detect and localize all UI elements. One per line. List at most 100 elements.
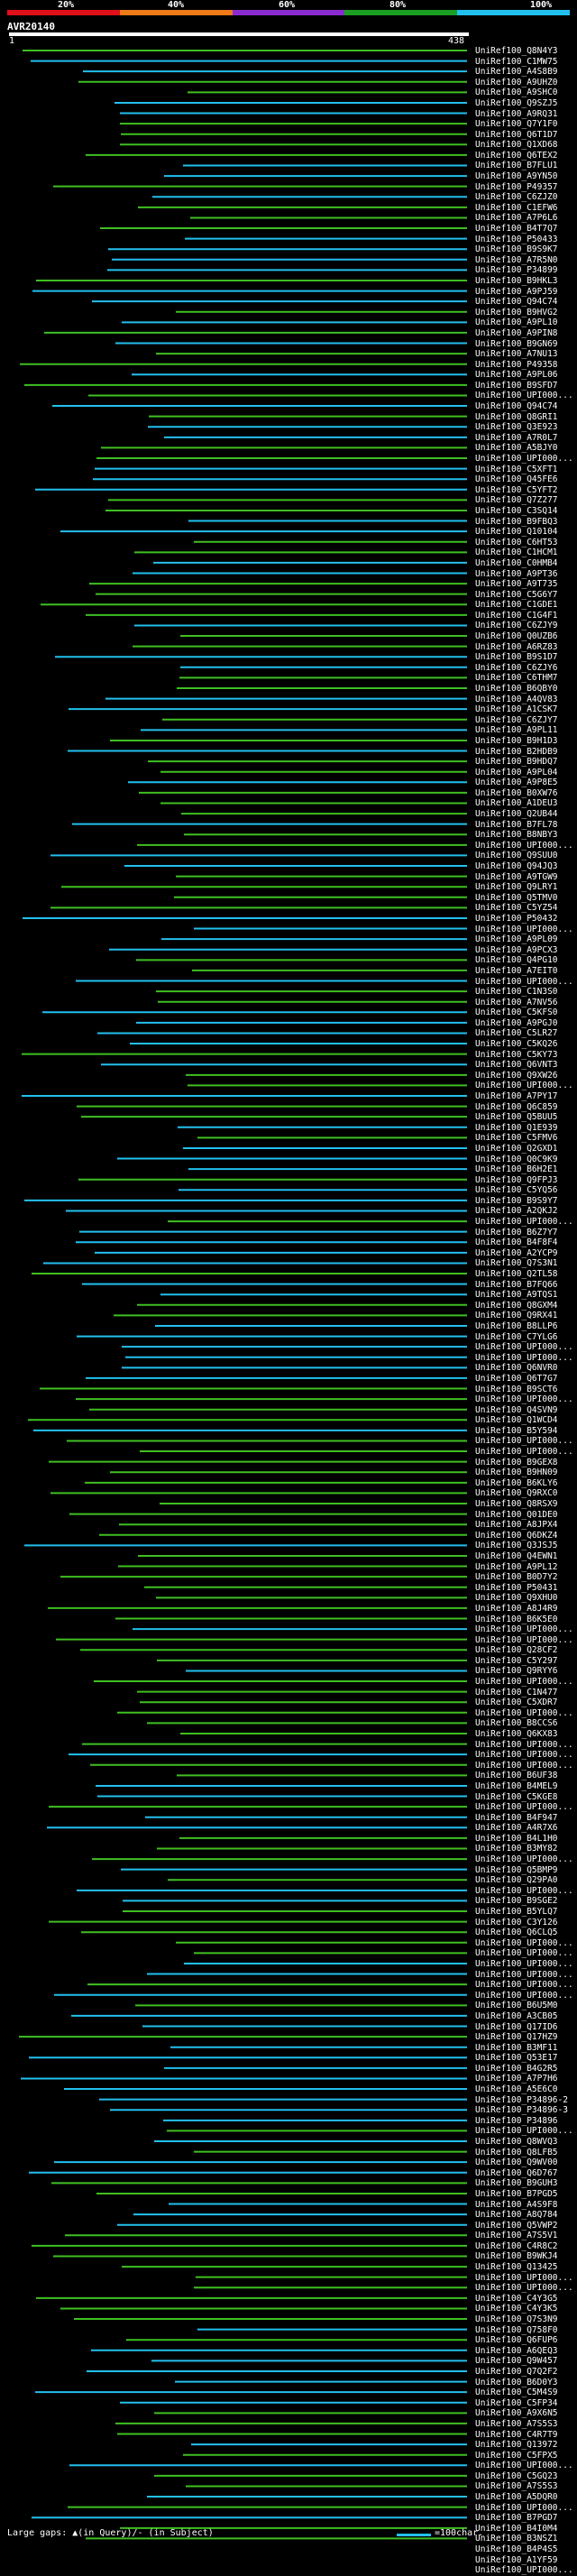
hit-label[interactable]: UniRef100_B7FLU1 xyxy=(475,161,558,171)
hit-label[interactable]: UniRef100_B7PGD5 xyxy=(475,2188,558,2199)
hit-label[interactable]: UniRef100_Q7Y1F0 xyxy=(475,119,558,130)
hit-label[interactable]: UniRef100_Q6KX83 xyxy=(475,1728,558,1739)
hit-label[interactable]: UniRef100_A2YCP9 xyxy=(475,1247,558,1258)
hit-label[interactable]: UniRef100_A4R7X6 xyxy=(475,1823,558,1834)
hit-label[interactable]: UniRef100_C5M4S9 xyxy=(475,2387,558,2398)
hit-label[interactable]: UniRef100_B9S1D7 xyxy=(475,652,558,663)
hit-label[interactable]: UniRef100_B6H2E1 xyxy=(475,1164,558,1175)
hit-label[interactable]: UniRef100_B4MEL9 xyxy=(475,1780,558,1791)
hit-label[interactable]: UniRef100_C1G4F1 xyxy=(475,610,558,621)
hit-label[interactable]: UniRef100_C4Y3G5 xyxy=(475,2293,558,2304)
hit-label[interactable]: UniRef100_Q8RSX9 xyxy=(475,1499,558,1509)
hit-label[interactable]: UniRef100_C6HT53 xyxy=(475,537,558,547)
hit-label[interactable]: UniRef100_Q9XW26 xyxy=(475,1070,558,1081)
hit-label[interactable]: UniRef100_B9WKJ4 xyxy=(475,2251,558,2262)
hit-label[interactable]: UniRef100_B9HKL3 xyxy=(475,275,558,286)
hit-label[interactable]: UniRef100_A9TQS1 xyxy=(475,1290,558,1301)
hit-label[interactable]: UniRef100_Q94JQ3 xyxy=(475,861,558,872)
hit-label[interactable]: UniRef100_Q6TEX2 xyxy=(475,150,558,161)
hit-label[interactable]: UniRef100_Q6CLQ5 xyxy=(475,1927,558,1938)
hit-label[interactable]: UniRef100_UPI000... xyxy=(475,1854,573,1865)
hit-label[interactable]: UniRef100_UPI000... xyxy=(475,1750,573,1761)
hit-label[interactable]: UniRef100_C7YLG6 xyxy=(475,1331,558,1342)
hit-label[interactable]: UniRef100_A5BJY0 xyxy=(475,443,558,454)
hit-label[interactable]: UniRef100_UPI000... xyxy=(475,1217,573,1228)
hit-label[interactable]: UniRef100_Q6NVR0 xyxy=(475,1363,558,1374)
hit-label[interactable]: UniRef100_B3MY82 xyxy=(475,1844,558,1854)
hit-label[interactable]: UniRef100_Q9WV00 xyxy=(475,2157,558,2168)
hit-label[interactable]: UniRef100_Q1E939 xyxy=(475,1122,558,1133)
hit-label[interactable]: UniRef100_C5GQ23 xyxy=(475,2470,558,2481)
hit-label[interactable]: UniRef100_A9PL06 xyxy=(475,370,558,381)
hit-label[interactable]: UniRef100_B7FQ66 xyxy=(475,1279,558,1290)
hit-label[interactable]: UniRef100_P34896 xyxy=(475,2115,558,2126)
hit-label[interactable]: UniRef100_C3SQ14 xyxy=(475,505,558,516)
hit-label[interactable]: UniRef100_C5FMV6 xyxy=(475,1133,558,1144)
hit-label[interactable]: UniRef100_A9TGW9 xyxy=(475,871,558,882)
hit-label[interactable]: UniRef100_A9PJ59 xyxy=(475,286,558,297)
hit-label[interactable]: UniRef100_C6ZJY6 xyxy=(475,662,558,673)
hit-label[interactable]: UniRef100_Q4EWN1 xyxy=(475,1550,558,1561)
hit-label[interactable]: UniRef100_UPI000... xyxy=(475,454,573,464)
hit-label[interactable]: UniRef100_UPI000... xyxy=(475,1707,573,1718)
hit-label[interactable]: UniRef100_A8JPX4 xyxy=(475,1520,558,1531)
hit-label[interactable]: UniRef100_C6ZJY7 xyxy=(475,714,558,725)
hit-label[interactable]: UniRef100_A7NU13 xyxy=(475,349,558,360)
hit-label[interactable]: UniRef100_Q7Q2F2 xyxy=(475,2366,558,2377)
hit-label[interactable]: UniRef100_Q7S3N9 xyxy=(475,2314,558,2325)
hit-label[interactable]: UniRef100_C5KGE8 xyxy=(475,1791,558,1802)
hit-label[interactable]: UniRef100_B9SCT6 xyxy=(475,1384,558,1394)
hit-label[interactable]: UniRef100_C4R7T9 xyxy=(475,2429,558,2440)
hit-label[interactable]: UniRef100_Q7Z277 xyxy=(475,495,558,506)
hit-label[interactable]: UniRef100_UPI000... xyxy=(475,2565,573,2576)
hit-label[interactable]: UniRef100_Q17ID6 xyxy=(475,2021,558,2032)
hit-label[interactable]: UniRef100_A7PY17 xyxy=(475,1091,558,1101)
hit-label[interactable]: UniRef100_UPI000... xyxy=(475,1937,573,1948)
hit-label[interactable]: UniRef100_B8CCS6 xyxy=(475,1718,558,1729)
hit-label[interactable]: UniRef100_Q7S3N1 xyxy=(475,1258,558,1269)
hit-label[interactable]: UniRef100_B4G2R5 xyxy=(475,2063,558,2074)
hit-label[interactable]: UniRef100_B9GUH3 xyxy=(475,2178,558,2189)
hit-label[interactable]: UniRef100_Q8LFB5 xyxy=(475,2147,558,2157)
hit-label[interactable]: UniRef100_C5Y297 xyxy=(475,1655,558,1666)
hit-label[interactable]: UniRef100_B5YLQ7 xyxy=(475,1907,558,1918)
hit-label[interactable]: UniRef100_P50431 xyxy=(475,1582,558,1593)
hit-label[interactable]: UniRef100_Q6D767 xyxy=(475,2167,558,2178)
hit-label[interactable]: UniRef100_A7R5N0 xyxy=(475,254,558,265)
hit-label[interactable]: UniRef100_A9SHC0 xyxy=(475,87,558,98)
hit-label[interactable]: UniRef100_B6U5M0 xyxy=(475,2001,558,2011)
hit-label[interactable]: UniRef100_C5KQ26 xyxy=(475,1039,558,1050)
hit-label[interactable]: UniRef100_C5FP34 xyxy=(475,2397,558,2408)
hit-label[interactable]: UniRef100_Q5VWP2 xyxy=(475,2220,558,2231)
hit-label[interactable]: UniRef100_B8NBY3 xyxy=(475,830,558,841)
hit-label[interactable]: UniRef100_A7NV56 xyxy=(475,997,558,1007)
hit-label[interactable]: UniRef100_Q1WCD4 xyxy=(475,1415,558,1426)
hit-label[interactable]: UniRef100_B7PGD7 xyxy=(475,2513,558,2524)
hit-label[interactable]: UniRef100_Q8N4Y3 xyxy=(475,46,558,56)
hit-label[interactable]: UniRef100_UPI000... xyxy=(475,1447,573,1458)
hit-label[interactable]: UniRef100_Q29PA0 xyxy=(475,1875,558,1886)
hit-label[interactable]: UniRef100_B9HN09 xyxy=(475,1467,558,1478)
hit-label[interactable]: UniRef100_Q10104 xyxy=(475,527,558,538)
hit-label[interactable]: UniRef100_P49357 xyxy=(475,181,558,192)
hit-label[interactable]: UniRef100_C1MW75 xyxy=(475,56,558,67)
hit-label[interactable]: UniRef100_A7EIT0 xyxy=(475,965,558,976)
hit-label[interactable]: UniRef100_UPI000... xyxy=(475,1958,573,1969)
hit-label[interactable]: UniRef100_A4QV83 xyxy=(475,694,558,704)
hit-label[interactable]: UniRef100_C6ZJY9 xyxy=(475,621,558,631)
hit-label[interactable]: UniRef100_UPI000... xyxy=(475,1394,573,1405)
hit-label[interactable]: UniRef100_B4T7Q7 xyxy=(475,224,558,235)
hit-label[interactable]: UniRef100_B4L1H0 xyxy=(475,1833,558,1844)
hit-label[interactable]: UniRef100_C1GDE1 xyxy=(475,600,558,611)
hit-label[interactable]: UniRef100_Q5BUU5 xyxy=(475,1112,558,1123)
hit-label[interactable]: UniRef100_Q9W457 xyxy=(475,2356,558,2367)
hit-label[interactable]: UniRef100_A7S5S3 xyxy=(475,2481,558,2492)
hit-label[interactable]: UniRef100_B8LLP6 xyxy=(475,1320,558,1331)
hit-label[interactable]: UniRef100_UPI000... xyxy=(475,924,573,934)
hit-label[interactable]: UniRef100_Q9RX41 xyxy=(475,1311,558,1321)
hit-label[interactable]: UniRef100_A1DEU3 xyxy=(475,798,558,809)
hit-label[interactable]: UniRef100_UPI000... xyxy=(475,1990,573,2001)
hit-label[interactable]: UniRef100_Q13972 xyxy=(475,2440,558,2451)
hit-label[interactable]: UniRef100_A7S5V1 xyxy=(475,2231,558,2241)
hit-label[interactable]: UniRef100_Q8GRI1 xyxy=(475,411,558,422)
